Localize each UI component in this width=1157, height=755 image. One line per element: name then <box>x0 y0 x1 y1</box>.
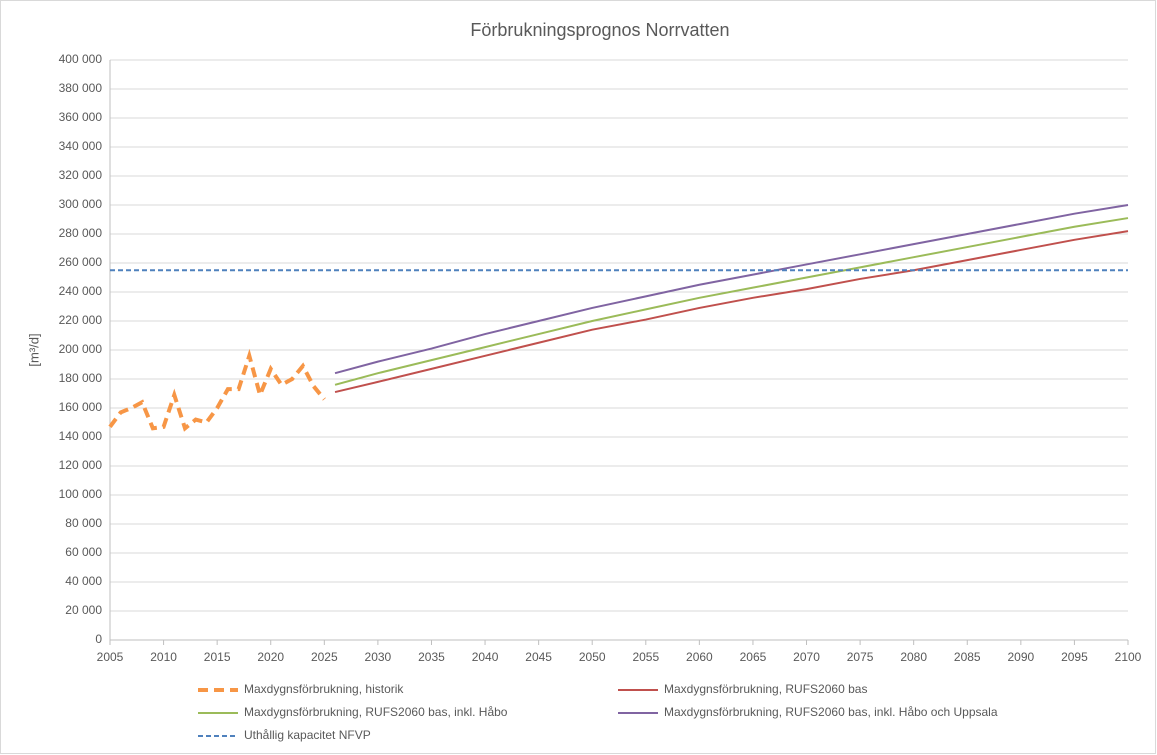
legend-label: Maxdygnsförbrukning, RUFS2060 bas <box>664 682 867 696</box>
x-tick-label: 2030 <box>365 650 392 664</box>
y-axis-label: [m³/d] <box>26 333 41 366</box>
x-tick-label: 2085 <box>954 650 981 664</box>
y-tick-label: 380 000 <box>59 81 103 95</box>
y-tick-label: 400 000 <box>59 52 103 66</box>
y-tick-label: 100 000 <box>59 487 103 501</box>
x-tick-label: 2095 <box>1061 650 1088 664</box>
y-tick-label: 200 000 <box>59 342 103 356</box>
y-tick-label: 320 000 <box>59 168 103 182</box>
legend-label: Uthållig kapacitet NFVP <box>244 728 371 742</box>
x-tick-label: 2035 <box>418 650 445 664</box>
series-line <box>334 230 1129 394</box>
x-tick-label: 2005 <box>97 650 124 664</box>
x-tick-label: 2100 <box>1115 650 1142 664</box>
series-line <box>108 348 326 432</box>
series-line <box>334 217 1129 386</box>
y-tick-label: 220 000 <box>59 313 103 327</box>
x-tick-label: 2040 <box>472 650 499 664</box>
y-tick-label: 0 <box>95 632 102 646</box>
x-tick-label: 2020 <box>257 650 284 664</box>
x-tick-label: 2025 <box>311 650 338 664</box>
series-line <box>334 204 1129 375</box>
y-tick-label: 120 000 <box>59 458 103 472</box>
y-tick-label: 40 000 <box>65 574 102 588</box>
y-tick-label: 340 000 <box>59 139 103 153</box>
y-tick-label: 160 000 <box>59 400 103 414</box>
legend-label: Maxdygnsförbrukning, historik <box>244 682 404 696</box>
x-tick-label: 2070 <box>793 650 820 664</box>
legend-label: Maxdygnsförbrukning, RUFS2060 bas, inkl.… <box>244 705 508 719</box>
y-tick-label: 180 000 <box>59 371 103 385</box>
x-tick-label: 2075 <box>847 650 874 664</box>
y-tick-label: 280 000 <box>59 226 103 240</box>
y-tick-label: 80 000 <box>65 516 102 530</box>
x-tick-label: 2060 <box>686 650 713 664</box>
legend-label: Maxdygnsförbrukning, RUFS2060 bas, inkl.… <box>664 705 998 719</box>
y-tick-label: 300 000 <box>59 197 103 211</box>
x-tick-label: 2065 <box>740 650 767 664</box>
x-tick-label: 2090 <box>1007 650 1034 664</box>
y-tick-label: 60 000 <box>65 545 102 559</box>
x-tick-label: 2010 <box>150 650 177 664</box>
y-tick-label: 260 000 <box>59 255 103 269</box>
x-tick-label: 2015 <box>204 650 231 664</box>
x-tick-label: 2050 <box>579 650 606 664</box>
y-tick-label: 20 000 <box>65 603 102 617</box>
y-tick-label: 140 000 <box>59 429 103 443</box>
chart-title: Förbrukningsprognos Norrvatten <box>470 20 729 40</box>
x-tick-label: 2045 <box>525 650 552 664</box>
y-tick-label: 240 000 <box>59 284 103 298</box>
x-tick-label: 2055 <box>632 650 659 664</box>
x-tick-label: 2080 <box>900 650 927 664</box>
y-tick-label: 360 000 <box>59 110 103 124</box>
